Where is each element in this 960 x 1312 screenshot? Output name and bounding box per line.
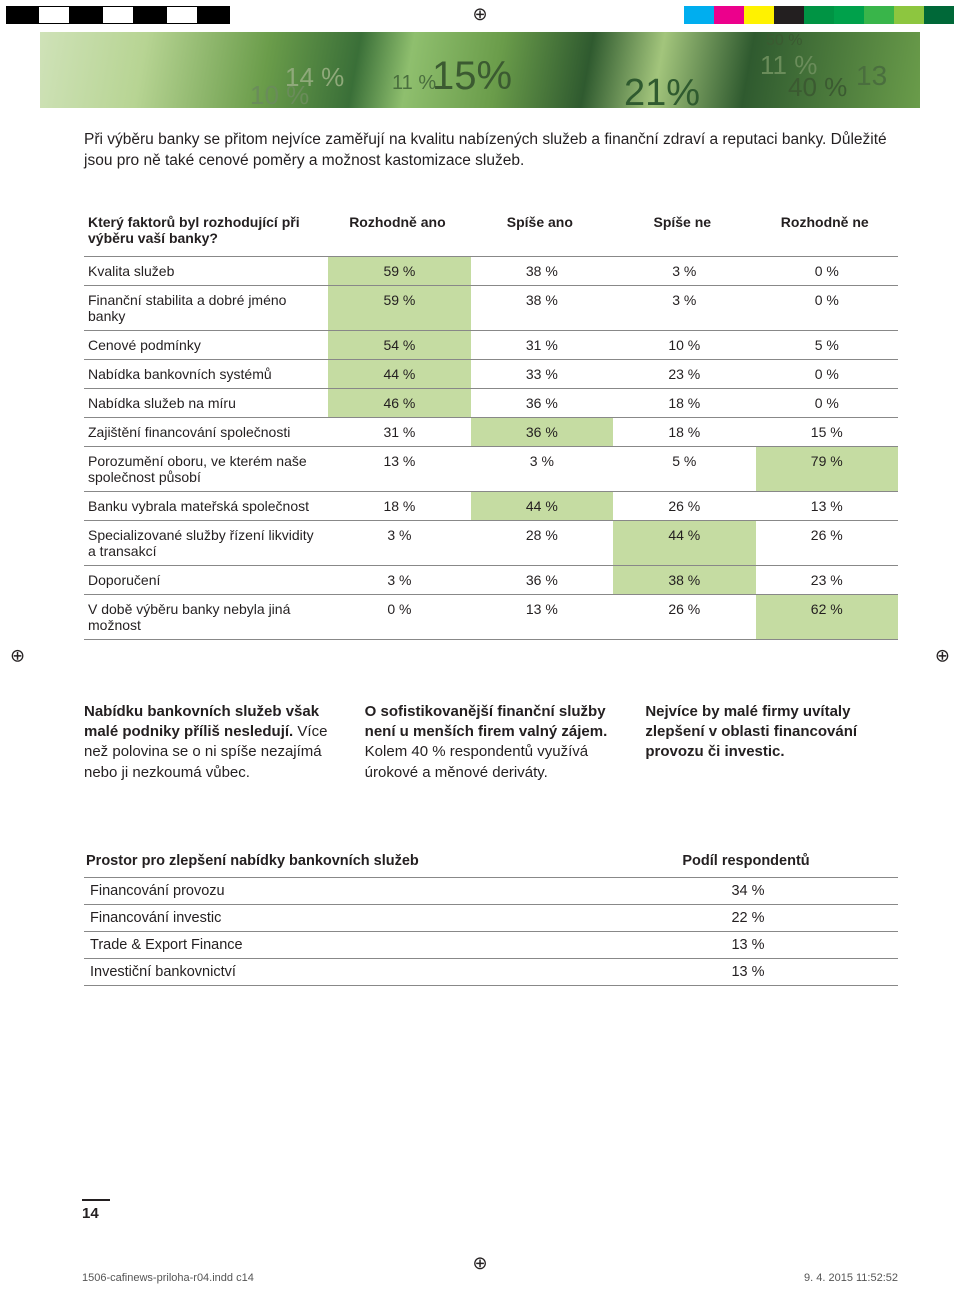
color-calibration-bar [684, 6, 954, 24]
col-b: O sofistikovanější finanční služby není … [365, 702, 618, 783]
crop-mark-left: ⊕ [10, 646, 25, 667]
crop-mark-top: ⊕ [472, 4, 487, 25]
header-decorative-strip: 10 %14 %11 %15%21%11 %50 %40 %13 [40, 32, 920, 108]
page-number: 14 [82, 1199, 110, 1222]
col-c: Nejvíce by malé firmy uvítaly zlepšení v… [645, 702, 898, 783]
footer-filename: 1506-cafinews-priloha-r04.indd c14 [82, 1272, 254, 1284]
print-footer: 1506-cafinews-priloha-r04.indd c14 9. 4.… [82, 1272, 898, 1284]
crop-mark-bottom: ⊕ [472, 1253, 487, 1274]
factors-table: Který faktorů byl rozhodující při výběru… [84, 208, 898, 640]
col-a: Nabídku bankovních služeb však malé podn… [84, 702, 337, 783]
crop-mark-right: ⊕ [935, 646, 950, 667]
footer-timestamp: 9. 4. 2015 11:52:52 [804, 1272, 898, 1284]
three-column-text: Nabídku bankovních služeb však malé podn… [84, 702, 898, 783]
respondent-share-table: Prostor pro zlepšení nabídky bankovních … [84, 849, 898, 986]
intro-paragraph: Při výběru banky se přitom nejvíce zaměř… [84, 130, 898, 172]
